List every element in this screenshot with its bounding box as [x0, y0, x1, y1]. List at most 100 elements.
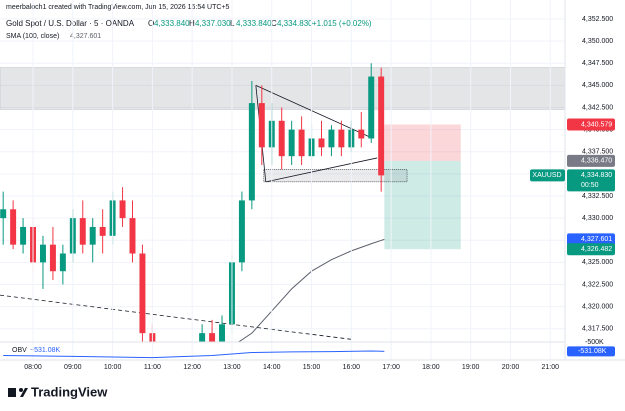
candle-body — [238, 200, 245, 263]
obv-tag — [567, 346, 615, 357]
brand-logo[interactable]: TradingView — [8, 384, 108, 399]
trendline — [0, 294, 352, 340]
ohlc-value: 4,333.840 — [154, 19, 190, 28]
brand: TradingView — [31, 384, 108, 399]
candle-body — [179, 377, 185, 395]
box — [263, 169, 408, 183]
candle-body — [169, 386, 175, 395]
countdown: 00:50 — [581, 182, 599, 189]
stop-zone — [384, 124, 461, 161]
ohlc-key: L — [230, 19, 235, 28]
symbol: Gold Spot / U.S. Dollar · 5 · OANDA — [6, 19, 135, 28]
y-tick-label: 4,352.500 — [582, 16, 613, 23]
candle-body — [338, 129, 345, 148]
candle-body — [59, 253, 66, 272]
x-tick-label: 08:00 — [24, 364, 42, 371]
candle-body — [39, 244, 46, 263]
x-tick-label: 09:00 — [64, 364, 82, 371]
x-tick-label: 17:00 — [382, 364, 400, 371]
candle-body — [49, 244, 56, 272]
candle-body — [89, 226, 96, 245]
y-tick-label: 4,342.500 — [582, 104, 613, 111]
y-tick-label: 4,347.500 — [582, 60, 613, 67]
candle-body — [288, 129, 295, 157]
price-tag — [567, 154, 615, 167]
y-tick-label: 4,332.500 — [582, 193, 613, 200]
candle-body — [219, 324, 226, 342]
candle-body — [328, 129, 335, 148]
price-tag-label: 4,340.579 — [581, 121, 612, 128]
price-tag — [567, 233, 615, 246]
candle-body — [209, 333, 216, 342]
price-tag — [567, 169, 615, 192]
ohlc-key: O — [148, 19, 154, 28]
price-tag — [567, 118, 615, 131]
zone — [0, 67, 565, 110]
y-tick-label: 4,337.500 — [582, 149, 613, 156]
x-tick-label: 11:00 — [144, 364, 161, 371]
ohlc-value: 4,333.840 — [236, 19, 272, 28]
candle-body — [278, 120, 285, 157]
candle-body — [139, 253, 146, 334]
price-tag-label: 4,334.830 — [581, 172, 612, 179]
x-tick-label: 14:00 — [263, 364, 281, 371]
x-tick-label: 21:00 — [542, 364, 560, 371]
x-tick-label: 19:00 — [462, 364, 480, 371]
obv-tag-label: -531.08K — [578, 348, 607, 355]
candle-body — [0, 209, 7, 219]
candle-body — [368, 76, 375, 139]
ohlc-value: 4,337.030 — [195, 19, 231, 28]
price-tag-label: 4,327.601 — [581, 236, 612, 243]
candle-body — [318, 138, 325, 148]
sma-value: 4,327.601 — [70, 33, 101, 40]
triangle-edge — [255, 85, 372, 138]
y-tick-label: 4,320.000 — [582, 303, 613, 310]
y-tick-label: 4,322.500 — [582, 281, 613, 288]
candle-body — [20, 226, 27, 245]
obv-value: −531.08K — [30, 347, 60, 354]
logo-mark — [8, 388, 16, 397]
logo-mark — [20, 388, 28, 397]
x-tick-label: 13:00 — [223, 364, 241, 371]
logo-dot — [19, 388, 23, 392]
change: +1.015 (+0.02%) — [312, 19, 372, 28]
x-tick-label: 15:00 — [303, 364, 321, 371]
y-tick-label: 4,325.000 — [582, 259, 613, 266]
price-tag-label: 4,336.470 — [581, 158, 612, 165]
candle-body — [79, 218, 86, 245]
x-tick-label: 16:00 — [343, 364, 361, 371]
y-tick-label: 4,350.000 — [582, 38, 613, 45]
sma-line — [237, 238, 385, 342]
candle-body — [159, 377, 165, 386]
candle-body — [10, 209, 17, 245]
symbol-tag — [530, 169, 565, 182]
triangle-edge — [265, 157, 378, 183]
candle-body — [119, 200, 126, 219]
target-zone — [384, 160, 461, 250]
candle-body — [248, 103, 255, 201]
obv-tick-label: -500K — [585, 339, 604, 346]
obv-line — [3, 350, 385, 359]
x-tick-label: 20:00 — [502, 364, 520, 371]
obv-label: OBV — [12, 347, 27, 354]
y-tick-label: 4,317.500 — [582, 326, 613, 333]
y-tick-label: 4,345.000 — [582, 82, 613, 89]
x-tick-label: 18:00 — [422, 364, 440, 371]
candle-body — [298, 129, 305, 157]
ohlc-key: C — [271, 19, 277, 28]
candle-body — [199, 333, 206, 342]
price-tag-label: 4,326.482 — [581, 246, 612, 253]
x-tick-label: 10:00 — [104, 364, 122, 371]
y-tick-label: 4,330.000 — [582, 215, 613, 222]
candle-body — [129, 218, 136, 254]
candle-body — [358, 129, 365, 139]
x-tick-label: 12:00 — [183, 364, 201, 371]
byline: meerbaloch1 created with TradingView.com… — [6, 4, 230, 11]
ohlc-value: 4,334.830 — [277, 19, 313, 28]
price-tag — [567, 243, 615, 256]
candle-body — [99, 226, 106, 236]
symbol-label: XAUUSD — [532, 172, 561, 179]
candle-body — [378, 76, 385, 176]
